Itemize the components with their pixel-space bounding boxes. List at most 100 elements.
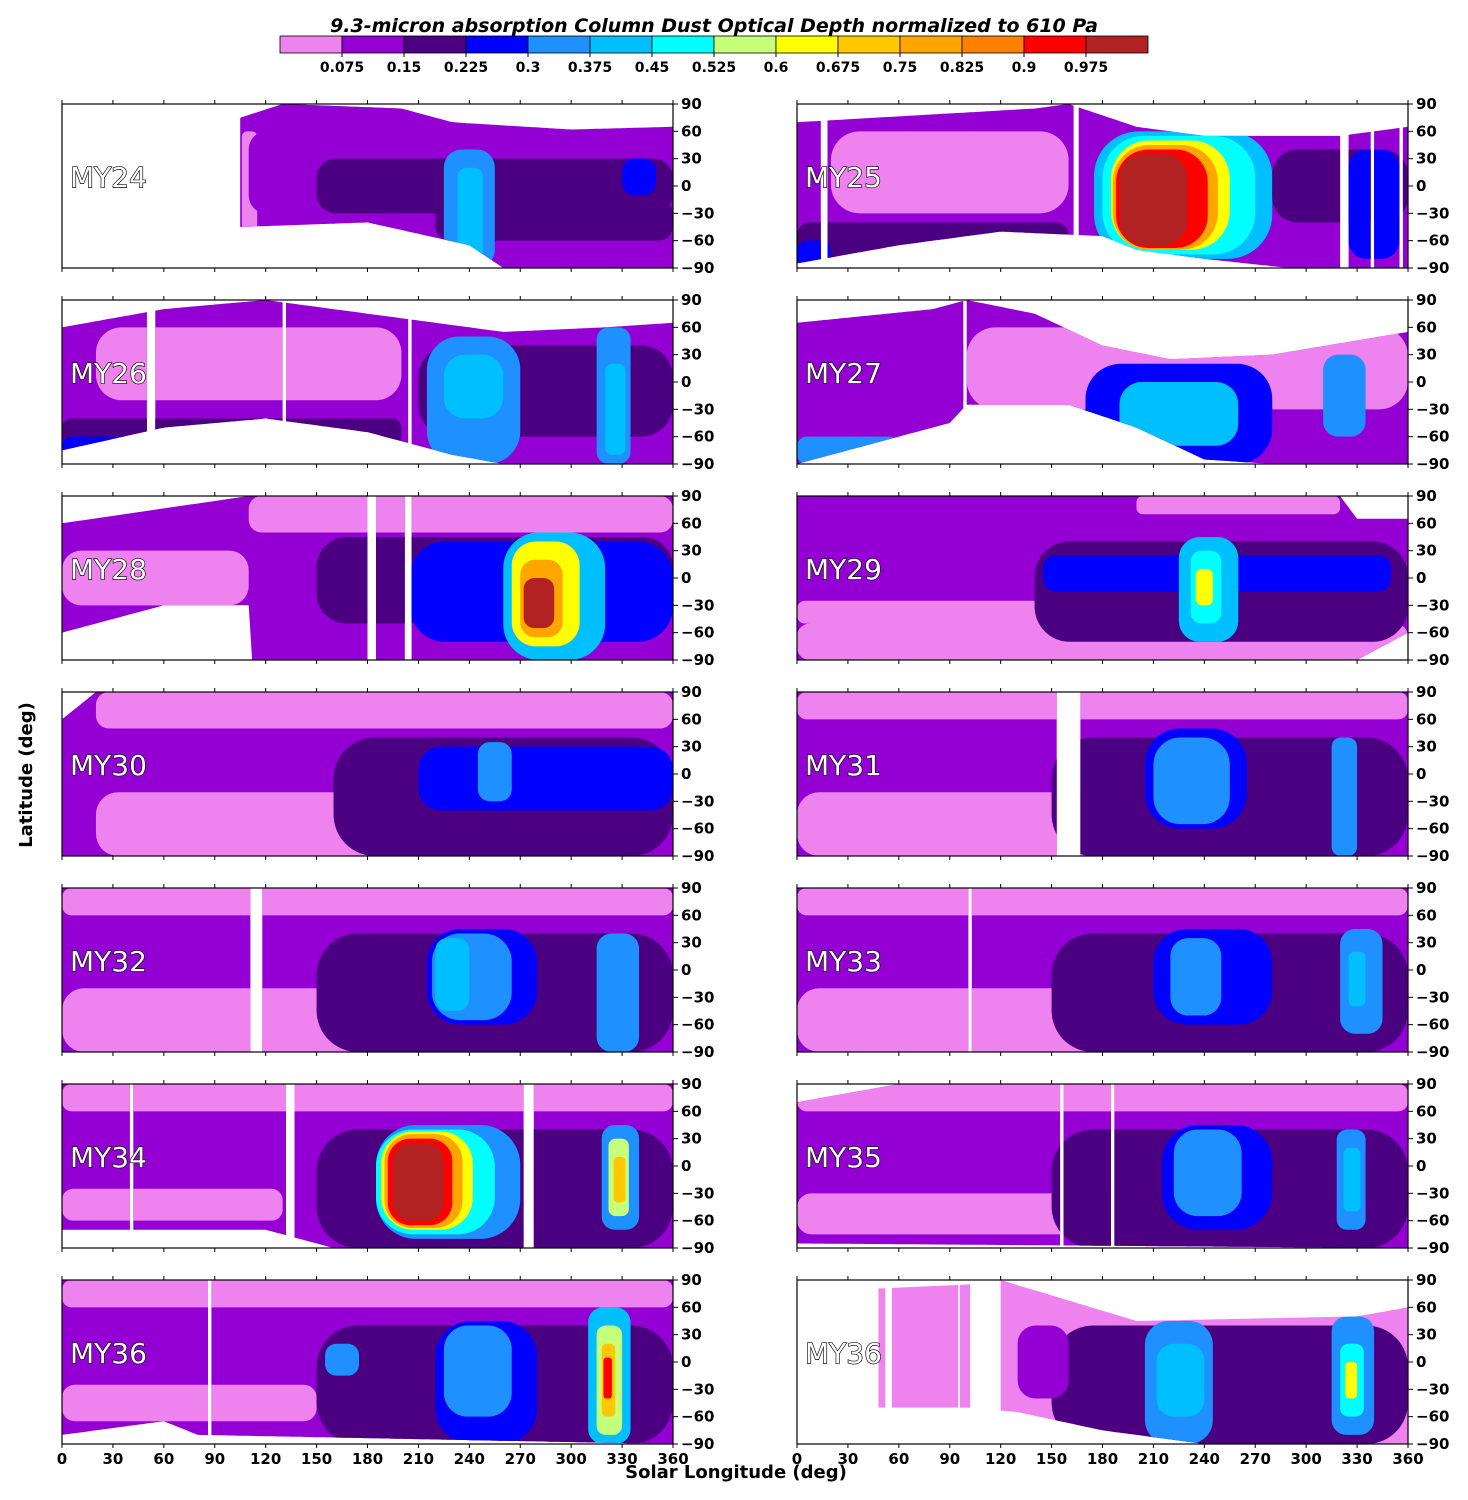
- year-label: MY35: [805, 1141, 882, 1174]
- colorbar-swatch: [1085, 35, 1149, 54]
- year-label: MY34: [70, 1141, 147, 1174]
- lat-tick-label: 0: [681, 961, 691, 979]
- lat-tick-label: 30: [1416, 150, 1437, 168]
- ls-tick-label: 300: [1291, 1450, 1322, 1468]
- dust-region: [1051, 1325, 1408, 1444]
- dust-region: [1348, 149, 1400, 259]
- dust-region: [1136, 496, 1341, 515]
- lat-tick-label: 30: [681, 738, 702, 756]
- panel-grid: MY249060300−30−60−90MY259060300−30−60−90…: [57, 95, 1450, 1468]
- dust-region: [418, 746, 673, 811]
- lat-tick-label: −60: [681, 820, 714, 838]
- lat-tick-label: 30: [1416, 346, 1437, 364]
- panel-my27: MY27 90 60 30 0 −30 −60 −90: [796, 291, 1449, 473]
- lat-tick-label: −60: [1416, 1408, 1449, 1426]
- lat-tick-label: −90: [1416, 651, 1449, 669]
- colorbar-swatch: [961, 35, 1025, 54]
- ls-tick-label: 90: [204, 1450, 225, 1468]
- dust-region: [622, 158, 657, 196]
- dust-region: [1119, 154, 1188, 246]
- lat-tick-label: −30: [681, 1184, 714, 1202]
- year-label: MY36: [805, 1337, 882, 1370]
- dust-region: [62, 1084, 673, 1112]
- dust-region: [1119, 382, 1239, 446]
- dust-region: [1343, 1147, 1361, 1212]
- dust-region: [95, 692, 673, 729]
- lat-tick-label: −90: [1416, 259, 1449, 277]
- lat-tick-label: −60: [1416, 428, 1449, 446]
- ls-tick-label: 210: [403, 1450, 434, 1468]
- lat-tick-label: 60: [1416, 1298, 1437, 1316]
- year-label: MY26: [70, 357, 147, 390]
- dust-region: [1195, 568, 1213, 606]
- lat-tick-label: 30: [681, 1130, 702, 1148]
- dust-region: [392, 1143, 444, 1221]
- dust-region: [62, 550, 249, 606]
- lat-tick-label: 60: [681, 318, 702, 336]
- ls-tick-label: 150: [301, 1450, 332, 1468]
- dust-region: [523, 578, 555, 629]
- lat-tick-label: −90: [1416, 847, 1449, 865]
- lat-tick-label: −60: [1416, 1212, 1449, 1230]
- colorbar-tick-label: 0.225: [444, 60, 488, 76]
- dust-region: [443, 1325, 512, 1417]
- ls-tick-label: 150: [1036, 1450, 1067, 1468]
- dust-region: [1348, 951, 1366, 1007]
- lat-tick-label: 60: [1416, 514, 1437, 532]
- ls-tick-label: 270: [1240, 1450, 1271, 1468]
- lat-tick-label: 90: [1416, 291, 1437, 309]
- ls-tick-label: 300: [556, 1450, 587, 1468]
- ls-tick-label: 240: [1189, 1450, 1220, 1468]
- lat-tick-label: 30: [681, 150, 702, 168]
- lat-tick-label: −90: [681, 455, 714, 473]
- dust-region: [325, 1343, 360, 1376]
- colorbar-tick-label: 0.825: [940, 60, 984, 76]
- dust-region: [797, 1084, 1408, 1112]
- colorbar-swatch: [527, 35, 591, 54]
- lat-tick-label: 0: [681, 1353, 691, 1371]
- lat-tick-label: −30: [1416, 1184, 1449, 1202]
- ls-tick-label: 240: [454, 1450, 485, 1468]
- lat-tick-label: −90: [1416, 455, 1449, 473]
- lat-tick-label: 30: [681, 542, 702, 560]
- panel-my35: MY35 90 60 30 0 −30 −60 −90: [796, 1075, 1449, 1257]
- dust-region: [1153, 737, 1230, 825]
- dust-region: [435, 938, 470, 1011]
- lat-tick-label: 0: [1416, 765, 1426, 783]
- lat-tick-label: 60: [681, 514, 702, 532]
- dust-region: [62, 1280, 673, 1308]
- year-label: MY28: [70, 553, 147, 586]
- dust-region: [95, 327, 402, 401]
- dust-region: [797, 600, 1103, 624]
- year-label: MY25: [805, 161, 882, 194]
- lat-tick-label: 30: [1416, 738, 1437, 756]
- colorbar-tick-label: 0.525: [692, 60, 736, 76]
- colorbar-swatch: [713, 35, 777, 54]
- ls-tick-label: 270: [505, 1450, 536, 1468]
- colorbar-tick-label: 0.375: [568, 60, 612, 76]
- dust-region: [477, 742, 512, 802]
- lat-tick-label: −30: [681, 596, 714, 614]
- lat-tick-label: −30: [681, 988, 714, 1006]
- year-label: MY27: [805, 357, 882, 390]
- panel-my33: MY33 90 60 30 0 −30 −60 −90: [796, 879, 1449, 1061]
- ls-tick-label: 360: [657, 1450, 688, 1468]
- ls-tick-label: 0: [792, 1450, 802, 1468]
- lat-tick-label: −60: [681, 1212, 714, 1230]
- lat-tick-label: −60: [681, 1016, 714, 1034]
- dust-region: [605, 363, 626, 455]
- panel-my25: MY25 90 60 30 0 −30 −60 −90: [796, 95, 1449, 277]
- ls-tick-label: 90: [939, 1450, 960, 1468]
- dust-region: [797, 327, 967, 419]
- lat-tick-label: 60: [1416, 318, 1437, 336]
- ls-tick-label: 60: [888, 1450, 909, 1468]
- lat-tick-label: 90: [681, 683, 702, 701]
- x-axis-label: Solar Longitude (deg): [625, 1462, 847, 1483]
- dust-region: [1017, 1325, 1069, 1399]
- dust-region: [596, 933, 640, 1052]
- year-label: MY31: [805, 749, 882, 782]
- lat-tick-label: 90: [1416, 879, 1437, 897]
